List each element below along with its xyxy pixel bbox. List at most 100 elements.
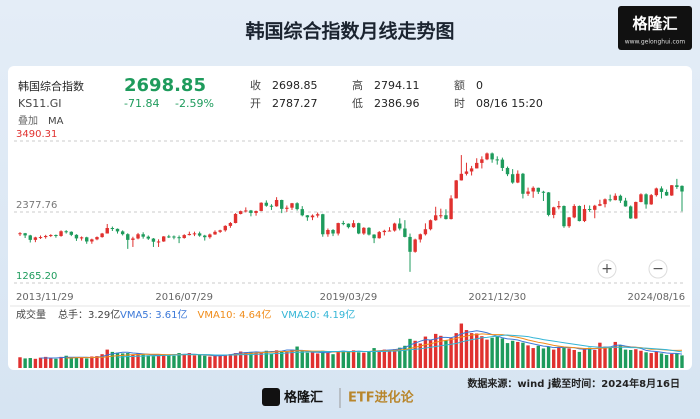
candle-body: [151, 238, 156, 242]
volume-title: 成交量: [16, 308, 46, 321]
candle-body: [582, 208, 587, 222]
candle-body: [500, 159, 505, 168]
volume-bar: [618, 345, 623, 368]
volume-bar: [49, 358, 53, 368]
zoom-in[interactable]: +: [601, 261, 613, 277]
volume-bar: [654, 351, 659, 368]
volume-bar: [192, 355, 197, 368]
candle-body: [126, 234, 130, 240]
candle-body: [423, 229, 428, 235]
volume-bar: [115, 352, 120, 368]
field-label: 额: [454, 79, 465, 92]
candle-body: [449, 198, 453, 220]
candle-body: [382, 230, 387, 233]
candle-body: [264, 202, 269, 206]
candle-body: [403, 228, 407, 237]
volume-bar: [377, 351, 381, 368]
candle-body: [490, 153, 494, 160]
candle-body: [587, 208, 592, 210]
candle-body: [649, 195, 653, 205]
volume-bar: [69, 357, 74, 368]
volume-bar: [613, 341, 617, 368]
candle-body: [79, 237, 84, 239]
volume-bar: [664, 354, 669, 368]
volume-bar: [577, 351, 582, 368]
candle-body: [213, 231, 217, 235]
volume-bar: [187, 353, 192, 368]
candle-body: [85, 237, 89, 242]
volume-bar: [516, 341, 520, 368]
volume-bar: [526, 345, 530, 368]
candle-body: [469, 168, 474, 172]
candle-body: [49, 235, 53, 237]
volume-bar: [346, 351, 351, 368]
candle-body: [146, 236, 150, 239]
volume-bar: [608, 347, 612, 368]
volume-bar: [372, 348, 376, 368]
zoom-out-btn[interactable]: [648, 259, 668, 279]
zoom-out[interactable]: −: [652, 261, 664, 277]
volume-bar: [331, 354, 335, 368]
candle-body: [33, 237, 38, 240]
volume-bar: [126, 353, 130, 368]
candle-body: [516, 173, 520, 183]
candle-body: [362, 227, 366, 234]
candle-body: [187, 233, 192, 236]
candle-body: [603, 199, 607, 205]
volume-bar: [321, 350, 325, 368]
overlay[interactable]: 叠加: [18, 115, 38, 127]
volume-bar: [392, 349, 397, 368]
candle-body: [480, 159, 484, 163]
quote-change-pct: -2.59%: [175, 97, 214, 110]
candle-body: [115, 228, 120, 232]
legend-entry: VMA5: 3.61亿: [120, 308, 188, 321]
candle-body: [654, 188, 659, 196]
volume-bar: [131, 354, 135, 368]
volume-bar: [408, 338, 412, 368]
volume-bar: [85, 358, 89, 368]
candle-body: [249, 210, 253, 213]
volume-bar: [382, 349, 387, 368]
candle-body: [218, 230, 222, 232]
candle-body: [110, 228, 115, 230]
candle-body: [341, 223, 346, 225]
volume-bar: [238, 351, 243, 368]
volume-bar: [444, 340, 448, 368]
volume-bar: [562, 346, 566, 368]
volume-bar: [274, 350, 279, 368]
volume-ma-line: [117, 334, 683, 358]
volume-bar: [536, 345, 541, 368]
candle-body: [290, 203, 294, 208]
candle-body: [38, 237, 43, 239]
zoom-in-btn[interactable]: [597, 259, 617, 279]
overlay-ma[interactable]: MA: [48, 116, 64, 127]
volume-bar: [310, 351, 315, 368]
volume-bar: [639, 350, 643, 368]
volume-bar: [105, 349, 109, 368]
candle-body: [546, 192, 551, 215]
volume-bar: [315, 353, 320, 368]
volume-bar: [510, 340, 515, 368]
candle-body: [557, 205, 561, 208]
candle-body: [387, 230, 392, 232]
volume-bar: [290, 349, 294, 368]
field-value: 08/16 15:20: [476, 97, 543, 110]
volume-bar: [285, 351, 289, 368]
volume-bar: [28, 358, 32, 368]
candle-body: [197, 233, 202, 236]
candle-body: [372, 234, 376, 239]
candle-body: [54, 235, 58, 237]
brand-icon: [262, 388, 280, 406]
candle-body: [238, 211, 243, 214]
candle-body: [351, 223, 356, 228]
candle-body: [336, 223, 340, 234]
candle-body: [315, 214, 320, 216]
volume-bar: [644, 352, 648, 368]
candle-body: [43, 235, 48, 238]
volume-bar: [280, 351, 284, 368]
legend-entry: VMA20: 4.19亿: [281, 308, 355, 321]
volume-bar: [23, 358, 27, 368]
volume-bar: [269, 353, 274, 368]
candle-body: [269, 205, 274, 207]
